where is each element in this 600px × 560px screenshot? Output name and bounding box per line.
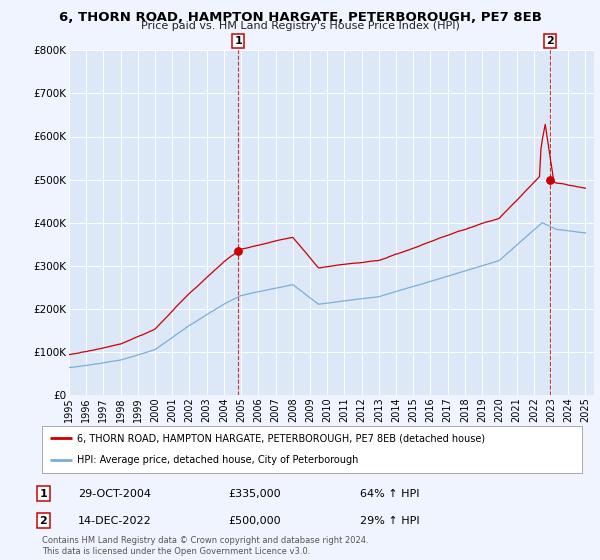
Text: 6, THORN ROAD, HAMPTON HARGATE, PETERBOROUGH, PE7 8EB: 6, THORN ROAD, HAMPTON HARGATE, PETERBOR… [59,11,541,24]
Text: 29% ↑ HPI: 29% ↑ HPI [360,516,419,526]
Text: 1: 1 [40,489,47,499]
Text: 14-DEC-2022: 14-DEC-2022 [78,516,152,526]
Text: 2: 2 [40,516,47,526]
Text: 64% ↑ HPI: 64% ↑ HPI [360,489,419,499]
Text: £335,000: £335,000 [228,489,281,499]
Text: HPI: Average price, detached house, City of Peterborough: HPI: Average price, detached house, City… [77,455,358,465]
Text: Price paid vs. HM Land Registry's House Price Index (HPI): Price paid vs. HM Land Registry's House … [140,21,460,31]
Text: £500,000: £500,000 [228,516,281,526]
Point [233,246,243,255]
Text: 2: 2 [547,36,554,46]
Point [545,175,555,184]
Text: Contains HM Land Registry data © Crown copyright and database right 2024.
This d: Contains HM Land Registry data © Crown c… [42,536,368,556]
Text: 1: 1 [235,36,242,46]
Text: 6, THORN ROAD, HAMPTON HARGATE, PETERBOROUGH, PE7 8EB (detached house): 6, THORN ROAD, HAMPTON HARGATE, PETERBOR… [77,433,485,444]
Text: 29-OCT-2004: 29-OCT-2004 [78,489,151,499]
